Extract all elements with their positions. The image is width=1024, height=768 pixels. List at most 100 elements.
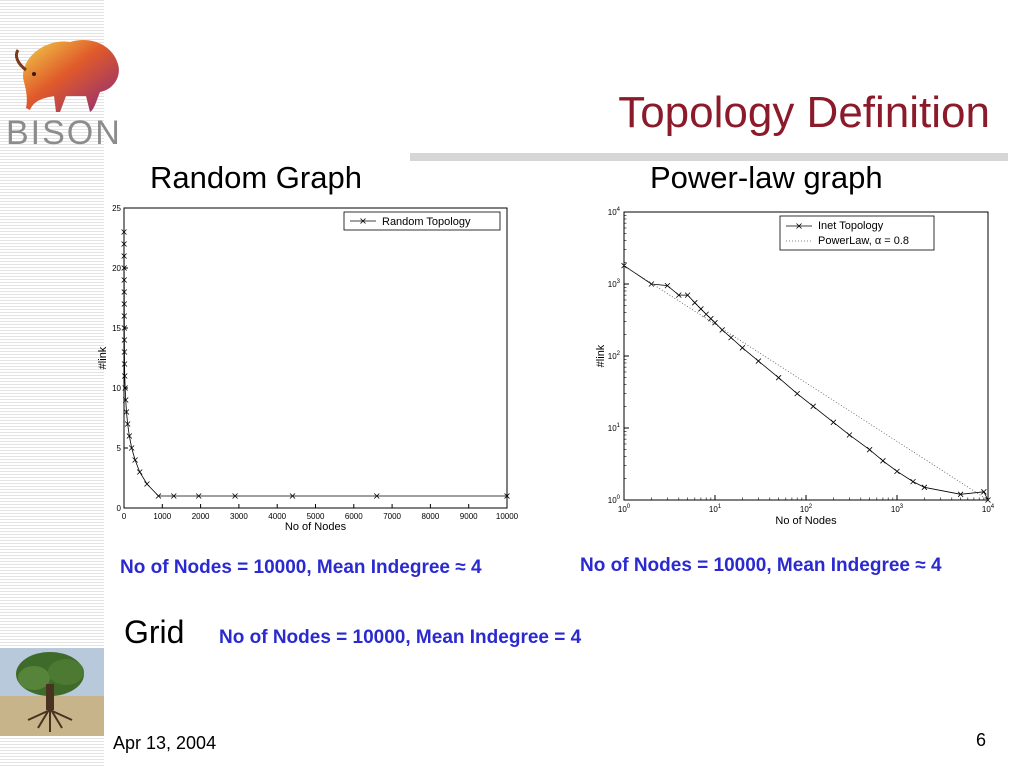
- data-point: [121, 313, 128, 319]
- right-subtitle: Power-law graph: [650, 160, 883, 195]
- data-point: [684, 292, 691, 298]
- y-tick-label: 20: [112, 264, 121, 273]
- random-graph-caption: No of Nodes = 10000, Mean Indegree ≈ 4: [120, 557, 482, 578]
- data-point: [144, 481, 150, 487]
- left-stripe-band: [0, 0, 104, 768]
- data-point: [373, 493, 380, 499]
- data-point: [155, 493, 162, 499]
- data-point: [676, 292, 682, 298]
- data-point: [128, 445, 135, 451]
- bison-logo: BISON: [6, 40, 122, 152]
- data-point: [866, 446, 873, 453]
- legend-box: [343, 211, 501, 231]
- data-point: [921, 484, 928, 491]
- x-tick-label: 9000: [460, 512, 478, 521]
- footer-date: Apr 13, 2004: [113, 733, 217, 753]
- y-tick-label: 5: [117, 444, 122, 453]
- y-tick-label: 101: [608, 423, 621, 433]
- data-point: [981, 489, 987, 495]
- power-law-chart: 100 101 102 103 104 100 101 102 103 104 No of Node…: [595, 207, 995, 527]
- data-point: [846, 432, 853, 438]
- data-point: [289, 493, 296, 499]
- legend-box: [779, 215, 935, 251]
- page-number: 6: [976, 730, 987, 750]
- y-tick-label: 15: [112, 324, 121, 333]
- data-point: [739, 345, 746, 351]
- data-point: [664, 282, 671, 289]
- data-point: [698, 306, 704, 312]
- data-point: [121, 241, 127, 247]
- y-axis-label: #link: [97, 346, 109, 369]
- data-point: [121, 265, 127, 271]
- x-tick-label: 3000: [230, 512, 248, 521]
- data-point: [136, 469, 143, 475]
- y-tick-label: 0: [117, 504, 122, 513]
- data-point: [195, 493, 202, 499]
- data-point: [124, 421, 131, 427]
- x-tick-label: 103: [891, 504, 904, 514]
- legend-marker: [360, 218, 366, 224]
- data-point: [171, 493, 177, 499]
- series-line-random-topology: [123, 231, 507, 497]
- x-tick-label: 102: [800, 504, 813, 514]
- data-point: [123, 409, 130, 415]
- data-point: [775, 374, 782, 381]
- left-subtitle: Random Graph: [150, 160, 362, 195]
- plot-frame: [623, 211, 989, 501]
- y-tick-label: 103: [608, 279, 621, 289]
- x-tick-label: 6000: [345, 512, 363, 521]
- x-tick-label: 100: [618, 504, 631, 514]
- legend-label-random-topology: Random Topology: [382, 216, 471, 228]
- y-tick-label: 25: [112, 204, 121, 213]
- plot-frame: [123, 207, 508, 509]
- data-point: [121, 325, 128, 331]
- y-tick-label: 10: [112, 384, 121, 393]
- data-point: [755, 358, 762, 364]
- data-point: [121, 253, 127, 259]
- x-tick-label: 8000: [422, 512, 440, 521]
- y-axis-label: #link: [595, 344, 607, 367]
- grid-label: Grid: [124, 614, 185, 650]
- grid-caption: No of Nodes = 10000, Mean Indegree = 4: [219, 627, 582, 648]
- x-axis-label: No of Nodes: [775, 515, 837, 527]
- x-tick-label: 1000: [153, 512, 171, 521]
- data-point: [121, 301, 128, 307]
- slide-title: Topology Definition: [618, 88, 990, 137]
- data-point: [712, 319, 718, 326]
- data-point: [894, 468, 900, 475]
- data-point: [121, 337, 128, 343]
- x-axis-label: No of Nodes: [285, 521, 347, 533]
- data-point: [910, 478, 916, 485]
- data-point: [132, 457, 138, 463]
- y-tick-label: 104: [608, 207, 621, 217]
- y-tick-label: 100: [608, 495, 621, 505]
- title-underline: [410, 153, 1008, 161]
- x-tick-label: 4000: [268, 512, 286, 521]
- series-line-powerlaw: [623, 265, 989, 501]
- x-tick-label: 0: [122, 512, 127, 521]
- x-tick-label: 10000: [496, 512, 519, 521]
- data-point: [126, 433, 133, 439]
- data-point: [794, 390, 800, 397]
- data-point: [122, 385, 128, 391]
- y-tick-label: 102: [608, 351, 621, 361]
- power-law-caption: No of Nodes = 10000, Mean Indegree ≈ 4: [580, 555, 942, 576]
- data-point: [957, 491, 964, 498]
- data-point: [121, 277, 127, 283]
- x-tick-label: 7000: [383, 512, 401, 521]
- data-point: [810, 403, 816, 410]
- logo-text: BISON: [6, 114, 122, 152]
- data-point: [121, 289, 128, 295]
- legend-marker: [796, 223, 802, 229]
- legend-label-inet-topology: Inet Topology: [818, 220, 884, 232]
- tree-image: [0, 648, 104, 736]
- data-point: [504, 493, 510, 499]
- data-point: [692, 299, 698, 306]
- data-point: [121, 361, 128, 367]
- legend: Random Topology: [343, 211, 501, 231]
- x-tick-label: 2000: [192, 512, 210, 521]
- data-point: [121, 229, 127, 235]
- legend: Inet Topology PowerLaw, α = 0.8: [779, 215, 935, 251]
- data-point: [122, 397, 129, 403]
- data-point: [830, 419, 837, 426]
